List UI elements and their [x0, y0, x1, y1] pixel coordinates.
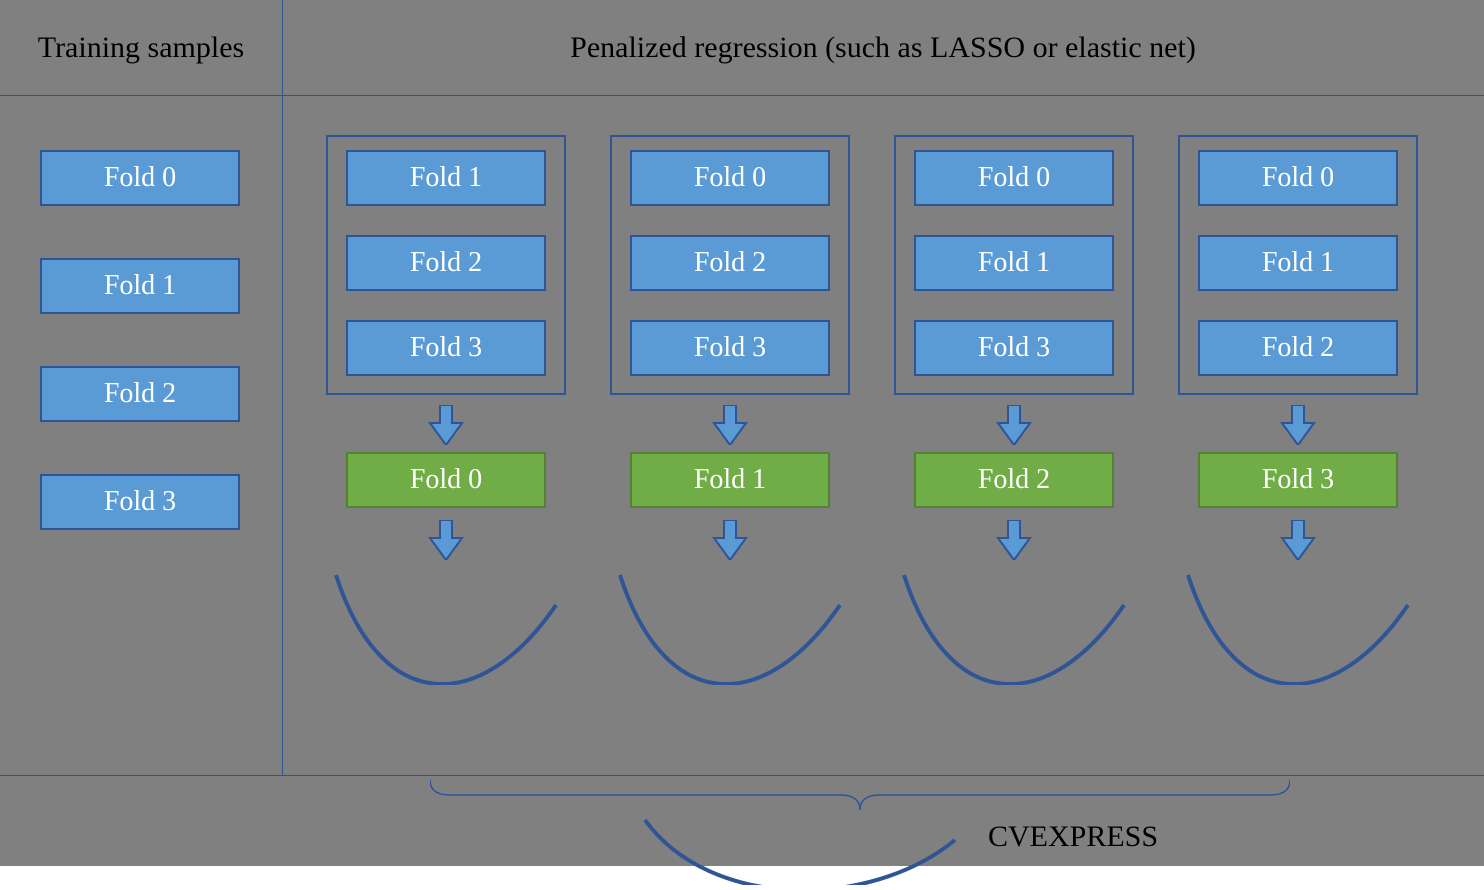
arrow-down-icon	[428, 405, 464, 445]
arrow-down-icon	[712, 520, 748, 560]
header-left: Training samples	[0, 0, 282, 96]
bottom-divider	[0, 775, 1484, 776]
train-fold: Fold 2	[346, 235, 546, 291]
test-fold: Fold 0	[346, 452, 546, 508]
train-fold: Fold 3	[346, 320, 546, 376]
error-curve	[331, 565, 561, 690]
left-fold: Fold 2	[40, 366, 240, 422]
train-fold: Fold 2	[630, 235, 830, 291]
left-fold: Fold 0	[40, 150, 240, 206]
error-curve	[1183, 565, 1413, 690]
arrow-down-icon	[996, 405, 1032, 445]
arrow-down-icon	[996, 520, 1032, 560]
arrow-down-icon	[712, 405, 748, 445]
test-fold: Fold 1	[630, 452, 830, 508]
test-fold: Fold 2	[914, 452, 1114, 508]
diagram-canvas: Training samples Penalized regression (s…	[0, 0, 1484, 866]
final-label: CVEXPRESS	[988, 820, 1158, 854]
arrow-down-icon	[1280, 405, 1316, 445]
train-fold: Fold 1	[914, 235, 1114, 291]
left-col-divider	[282, 0, 283, 775]
train-fold: Fold 0	[1198, 150, 1398, 206]
test-fold: Fold 3	[1198, 452, 1398, 508]
left-fold: Fold 1	[40, 258, 240, 314]
header-right: Penalized regression (such as LASSO or e…	[282, 0, 1484, 96]
train-fold: Fold 3	[914, 320, 1114, 376]
train-fold: Fold 3	[630, 320, 830, 376]
error-curve	[615, 565, 845, 690]
final-error-curve	[640, 815, 960, 890]
train-fold: Fold 0	[914, 150, 1114, 206]
train-fold: Fold 0	[630, 150, 830, 206]
train-fold: Fold 1	[1198, 235, 1398, 291]
arrow-down-icon	[1280, 520, 1316, 560]
train-fold: Fold 2	[1198, 320, 1398, 376]
train-fold: Fold 1	[346, 150, 546, 206]
left-fold: Fold 3	[40, 474, 240, 530]
arrow-down-icon	[428, 520, 464, 560]
error-curve	[899, 565, 1129, 690]
